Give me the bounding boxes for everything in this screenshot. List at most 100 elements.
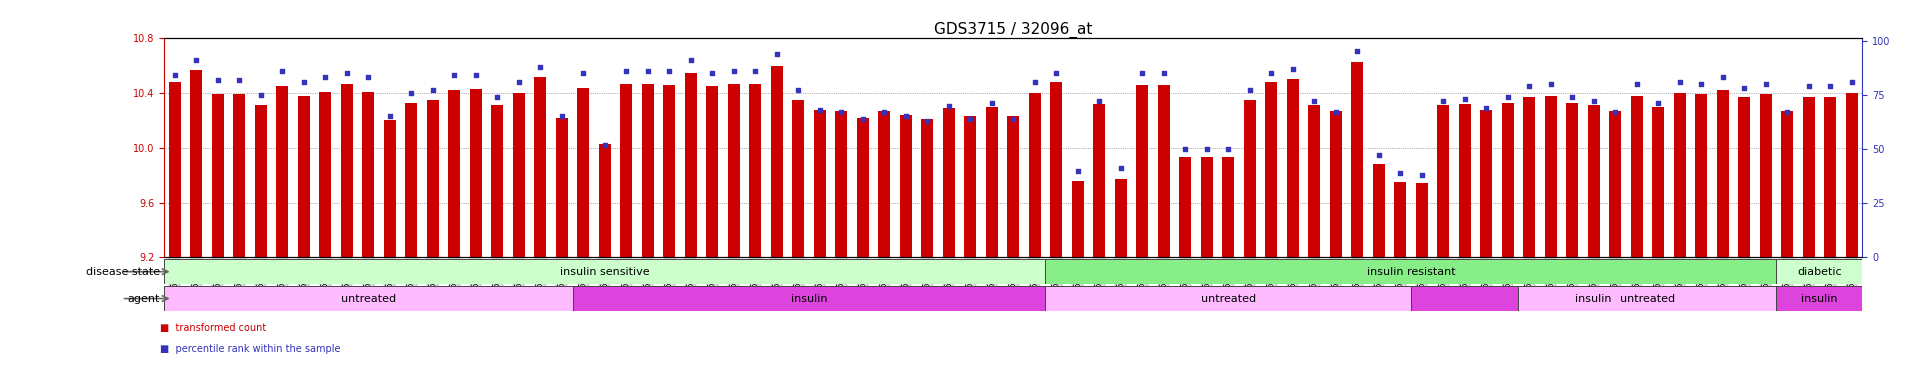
Point bbox=[1170, 146, 1200, 152]
Point bbox=[1579, 98, 1610, 104]
Bar bbox=[427, 100, 438, 257]
Bar bbox=[685, 73, 697, 257]
Bar bbox=[1776, 259, 1862, 284]
Point bbox=[311, 74, 342, 81]
Point bbox=[1062, 167, 1092, 174]
Point bbox=[1772, 109, 1803, 115]
Point bbox=[504, 79, 535, 85]
Point bbox=[1019, 79, 1050, 85]
Point bbox=[805, 107, 836, 113]
Bar bbox=[1393, 182, 1407, 257]
Text: insulin sensitive: insulin sensitive bbox=[560, 266, 650, 277]
Point bbox=[1278, 66, 1309, 72]
Point bbox=[1428, 98, 1459, 104]
Bar bbox=[1071, 180, 1083, 257]
Point bbox=[417, 87, 448, 93]
Bar bbox=[363, 92, 374, 257]
Point bbox=[525, 63, 556, 70]
Bar bbox=[1266, 82, 1278, 257]
Bar bbox=[1092, 104, 1106, 257]
Bar bbox=[1046, 286, 1411, 311]
Point bbox=[847, 116, 878, 122]
Point bbox=[826, 109, 857, 115]
Bar bbox=[577, 88, 589, 257]
Point bbox=[610, 68, 641, 74]
Bar bbox=[191, 70, 203, 257]
Bar bbox=[728, 84, 739, 257]
Text: untreated: untreated bbox=[1619, 293, 1675, 304]
Bar bbox=[1739, 97, 1751, 257]
Point bbox=[1558, 94, 1588, 100]
Point bbox=[1235, 87, 1266, 93]
Bar bbox=[1438, 106, 1449, 257]
Point bbox=[1363, 152, 1393, 159]
Point bbox=[374, 113, 405, 119]
Bar bbox=[170, 82, 181, 257]
Bar bbox=[448, 90, 459, 257]
Point bbox=[977, 100, 1007, 106]
Bar bbox=[1179, 157, 1191, 257]
Point bbox=[654, 68, 685, 74]
Point bbox=[1642, 100, 1673, 106]
Bar bbox=[255, 106, 266, 257]
Bar bbox=[878, 111, 890, 257]
Bar bbox=[1411, 286, 1776, 311]
Bar bbox=[857, 118, 868, 257]
Bar bbox=[643, 84, 654, 257]
Bar bbox=[164, 259, 1046, 284]
Bar bbox=[965, 116, 977, 257]
Bar bbox=[1137, 85, 1148, 257]
Bar bbox=[1200, 157, 1212, 257]
Text: untreated: untreated bbox=[342, 293, 396, 304]
Point bbox=[1513, 83, 1544, 89]
Bar bbox=[1588, 106, 1600, 257]
Bar bbox=[1050, 82, 1062, 257]
Point bbox=[589, 142, 620, 148]
Point bbox=[546, 113, 577, 119]
Point bbox=[567, 70, 598, 76]
Bar bbox=[1351, 62, 1363, 257]
Bar bbox=[1287, 79, 1299, 257]
Bar bbox=[535, 77, 546, 257]
Bar bbox=[986, 107, 998, 257]
Text: untreated: untreated bbox=[1200, 293, 1256, 304]
Bar bbox=[1781, 111, 1793, 257]
Bar bbox=[921, 119, 934, 257]
Bar bbox=[598, 144, 610, 257]
Bar bbox=[1309, 106, 1320, 257]
Bar bbox=[1417, 184, 1428, 257]
Bar bbox=[384, 121, 396, 257]
Point bbox=[998, 116, 1029, 122]
Bar bbox=[1116, 179, 1127, 257]
Point bbox=[1386, 170, 1417, 176]
Bar bbox=[1222, 157, 1233, 257]
Bar bbox=[836, 111, 847, 257]
Point bbox=[438, 72, 469, 78]
Point bbox=[353, 74, 384, 81]
Bar bbox=[1673, 93, 1685, 257]
Bar bbox=[276, 86, 288, 257]
Point bbox=[934, 103, 965, 109]
Point bbox=[1106, 166, 1137, 172]
Point bbox=[224, 76, 255, 83]
Text: agent: agent bbox=[127, 293, 160, 304]
Bar bbox=[573, 286, 1046, 311]
Point bbox=[461, 72, 492, 78]
Bar bbox=[342, 84, 353, 257]
Text: insulin: insulin bbox=[791, 293, 828, 304]
Point bbox=[203, 76, 234, 83]
Point bbox=[181, 57, 212, 63]
Point bbox=[1212, 146, 1243, 152]
Bar bbox=[620, 84, 633, 257]
Point bbox=[482, 94, 513, 100]
Point bbox=[1492, 94, 1523, 100]
Bar bbox=[770, 66, 784, 257]
Point bbox=[1814, 83, 1845, 89]
Point bbox=[955, 116, 986, 122]
Text: ■  percentile rank within the sample: ■ percentile rank within the sample bbox=[160, 344, 342, 354]
Bar bbox=[1523, 97, 1534, 257]
Point bbox=[718, 68, 749, 74]
Point bbox=[1793, 83, 1824, 89]
Text: insulin: insulin bbox=[1801, 293, 1837, 304]
Point bbox=[1127, 70, 1158, 76]
